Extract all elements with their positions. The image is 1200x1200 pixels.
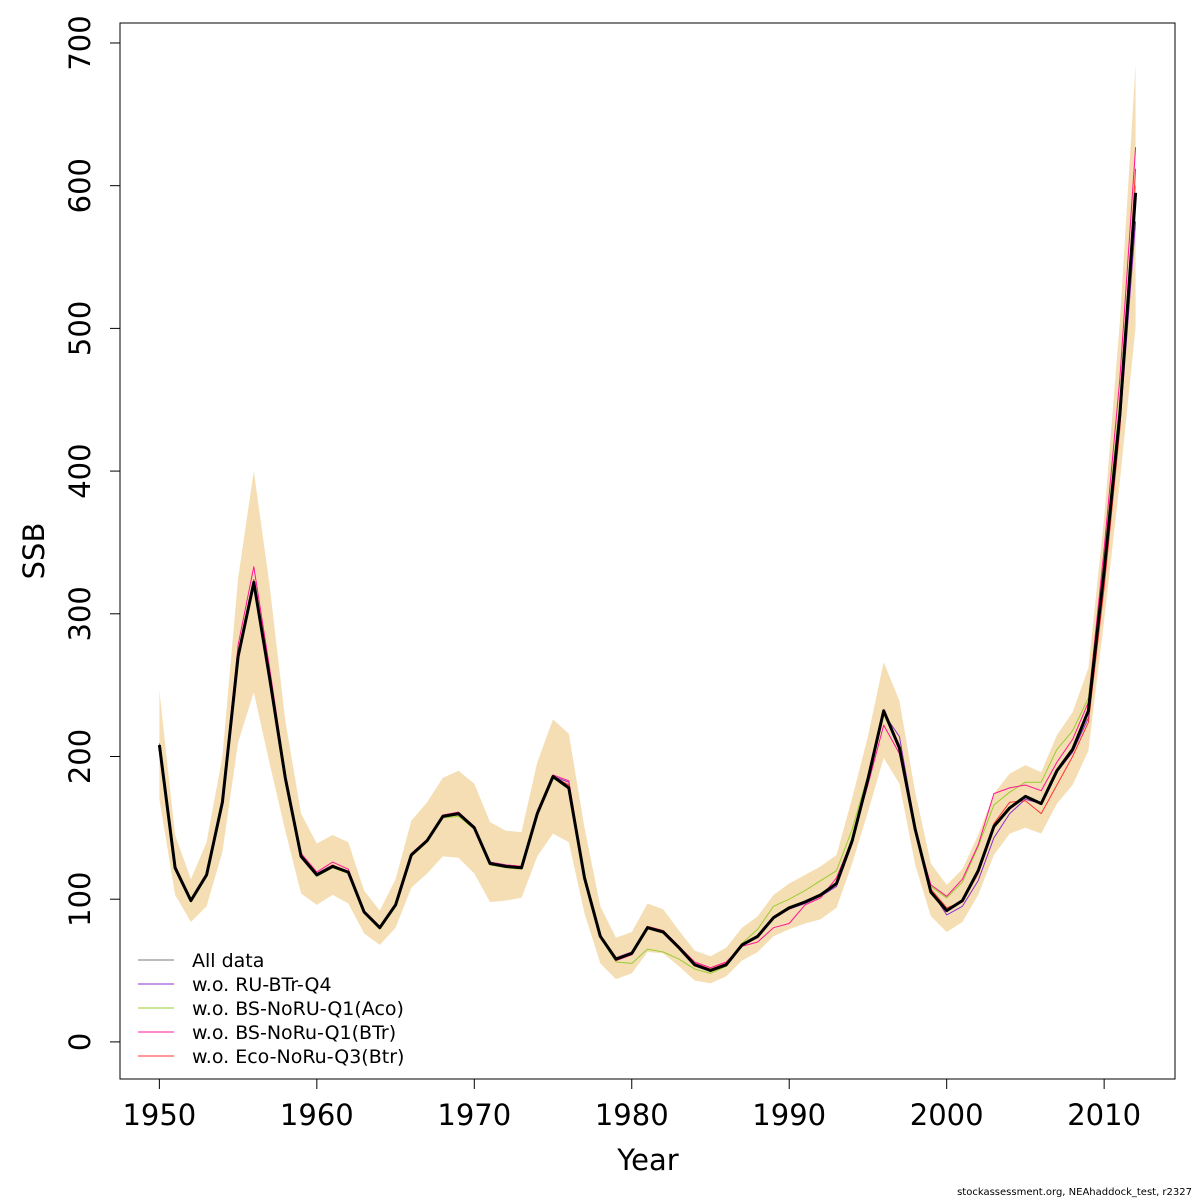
x-tick-label: 1980	[595, 1098, 669, 1132]
x-axis: 1950 1960 1970 1980 1990 2000 2010	[122, 1078, 1141, 1132]
footer-credit: stockassessment.org, NEAhaddock_test, r2…	[957, 1187, 1192, 1198]
y-tick-label: 600	[63, 158, 97, 213]
legend-label: w.o. Eco-NoRu-Q3(Btr)	[192, 1046, 404, 1068]
legend-label: w.o. BS-NoRU-Q1(Aco)	[192, 998, 404, 1020]
y-axis: 0 100 200 300 400 500 600 700	[63, 15, 121, 1051]
x-tick-label: 1960	[280, 1098, 354, 1132]
y-tick-label: 500	[63, 301, 97, 356]
y-tick-label: 200	[63, 729, 97, 784]
x-tick-label: 1970	[437, 1098, 511, 1132]
y-tick-label: 100	[63, 872, 97, 927]
confidence-band	[159, 64, 1136, 984]
confidence-band-layer	[159, 64, 1136, 984]
x-tick-label: 2010	[1067, 1098, 1141, 1132]
x-axis-label: Year	[616, 1143, 678, 1177]
x-tick-label: 1950	[122, 1098, 196, 1132]
y-tick-label: 700	[63, 15, 97, 70]
legend-label: w.o. BS-NoRu-Q1(BTr)	[192, 1022, 396, 1044]
x-tick-label: 1990	[752, 1098, 826, 1132]
y-tick-label: 300	[63, 586, 97, 641]
legend-label: All data	[192, 950, 264, 972]
series-lines-layer	[157, 147, 1138, 974]
y-tick-label: 400	[63, 443, 97, 498]
y-axis-label: SSB	[17, 523, 51, 580]
y-tick-label: 0	[63, 1033, 97, 1051]
legend-label: w.o. RU-BTr-Q4	[192, 974, 332, 996]
series-line-0	[157, 192, 1138, 972]
x-tick-label: 2000	[910, 1098, 984, 1132]
